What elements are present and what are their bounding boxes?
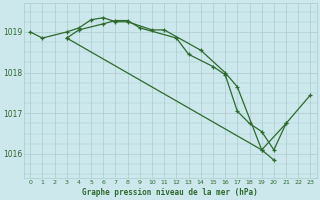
X-axis label: Graphe pression niveau de la mer (hPa): Graphe pression niveau de la mer (hPa) <box>83 188 258 197</box>
